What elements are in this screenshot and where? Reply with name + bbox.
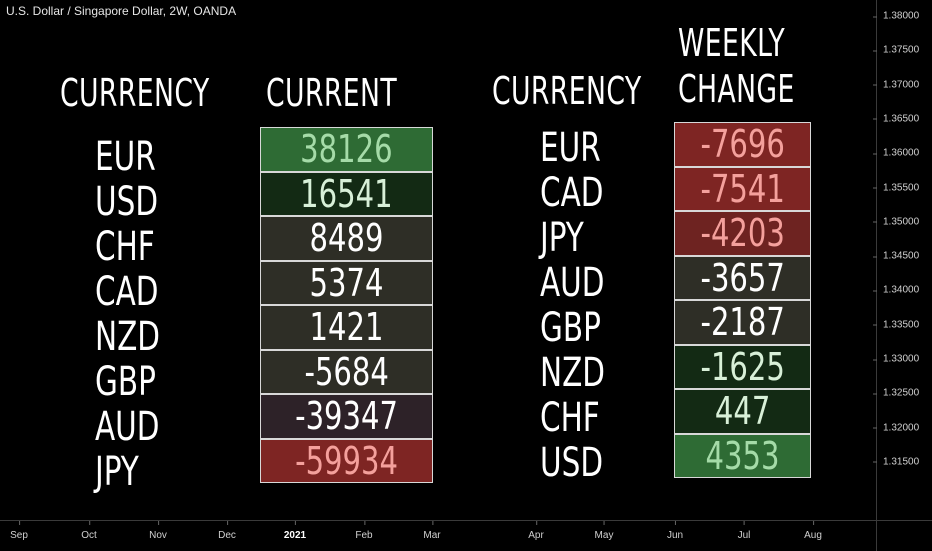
current-code-cad: CAD: [95, 269, 159, 315]
price-tick-label: 1.35500: [872, 182, 920, 193]
time-tick-label: Sep: [10, 521, 28, 541]
current-value-column: 38126 16541 8489 5374 1421 -5684 -39347 -59934: [260, 127, 433, 483]
weekly-cell-chf: 447: [674, 389, 811, 434]
current-cell-eur: 38126: [260, 127, 433, 172]
time-axis[interactable]: Sep Oct Nov Dec 2021 Feb Mar Apr May Jun Jul Aug: [0, 520, 876, 551]
weekly-cell-jpy: -4203: [674, 211, 811, 256]
weekly-value-jpy: -4203: [700, 211, 785, 256]
weekly-cell-aud: -3657: [674, 255, 811, 300]
current-cell-nzd: 1421: [260, 305, 433, 350]
weekly-value-eur: -7696: [700, 122, 785, 167]
current-value-chf: 8489: [309, 216, 384, 261]
price-tick-label: 1.31500: [872, 456, 920, 468]
time-tick-label: Jul: [737, 521, 751, 541]
current-code-nzd: NZD: [95, 314, 161, 360]
weekly-cell-eur: -7696: [674, 122, 811, 167]
right-currency-heading: CURRENCY: [492, 69, 642, 113]
weekly-value-nzd: -1625: [700, 344, 785, 389]
price-tick-label: 1.34500: [872, 250, 920, 262]
price-tick-label: 1.37500: [872, 44, 920, 56]
time-tick-label: Jun: [666, 521, 684, 541]
current-currency-list: EUR USD CHF CAD NZD GBP AUD JPY: [95, 135, 174, 495]
weekly-value-column: -7696 -7541 -4203 -3657 -2187 -1625 447 4353: [674, 122, 811, 478]
time-tick-label: Nov: [149, 521, 167, 541]
current-code-gbp: GBP: [95, 359, 156, 405]
weekly-heading: WEEKLY: [678, 21, 786, 65]
price-tick-label: 1.33000: [872, 353, 920, 365]
current-cell-usd: 16541: [260, 171, 433, 216]
weekly-currency-list: EUR CAD JPY AUD GBP NZD CHF USD: [540, 126, 619, 486]
weekly-code-usd: USD: [540, 440, 604, 486]
current-value-eur: 38126: [300, 127, 393, 172]
time-tick-label: Apr: [528, 521, 544, 541]
weekly-value-gbp: -2187: [700, 300, 785, 345]
current-cell-gbp: -5684: [260, 349, 433, 394]
current-heading: CURRENT: [266, 71, 398, 115]
weekly-cell-gbp: -2187: [674, 300, 811, 345]
current-code-aud: AUD: [95, 404, 160, 450]
price-tick-label: 1.32000: [872, 422, 920, 434]
weekly-code-jpy: JPY: [540, 215, 584, 261]
time-tick-label: Oct: [81, 521, 97, 541]
weekly-code-nzd: NZD: [540, 350, 606, 396]
weekly-code-chf: CHF: [540, 395, 600, 441]
current-cell-chf: 8489: [260, 216, 433, 261]
current-code-jpy: JPY: [95, 449, 139, 495]
time-tick-label: Dec: [218, 521, 236, 541]
weekly-code-gbp: GBP: [540, 305, 601, 351]
weekly-code-eur: EUR: [540, 125, 601, 171]
price-tick-label: 1.36500: [872, 113, 920, 125]
left-currency-heading: CURRENCY: [60, 71, 210, 115]
weekly-code-cad: CAD: [540, 170, 604, 216]
price-tick-label: 1.35000: [872, 216, 920, 228]
price-axis[interactable]: 1.38000 1.37500 1.37000 1.36500 1.36000 1.355…: [872, 0, 932, 520]
weekly-code-aud: AUD: [540, 260, 605, 306]
current-code-chf: CHF: [95, 224, 155, 270]
time-tick-label: 2021: [283, 521, 307, 541]
time-tick-label: Aug: [804, 521, 822, 541]
price-tick-label: 1.33500: [872, 319, 920, 331]
current-value-aud: -39347: [295, 394, 398, 439]
price-tick-label: 1.37000: [872, 79, 920, 91]
price-tick-label: 1.38000: [872, 10, 920, 22]
current-code-eur: EUR: [95, 134, 156, 180]
current-cell-cad: 5374: [260, 260, 433, 305]
current-code-usd: USD: [95, 179, 159, 225]
weekly-cell-nzd: -1625: [674, 344, 811, 389]
current-value-gbp: -5684: [304, 349, 389, 394]
time-tick-label: Mar: [423, 521, 441, 541]
weekly-value-cad: -7541: [700, 166, 785, 211]
current-value-usd: 16541: [300, 171, 393, 216]
weekly-cell-usd: 4353: [674, 433, 811, 478]
time-tick-label: May: [594, 521, 614, 541]
chart-title: U.S. Dollar / Singapore Dollar, 2W, OAND…: [6, 4, 237, 18]
current-cell-aud: -39347: [260, 394, 433, 439]
price-tick-label: 1.34000: [872, 284, 920, 296]
weekly-value-aud: -3657: [700, 255, 785, 300]
current-value-cad: 5374: [309, 260, 384, 305]
axis-corner: [876, 520, 932, 551]
weekly-value-usd: 4353: [705, 433, 780, 478]
current-cell-jpy: -59934: [260, 438, 433, 483]
time-tick-label: Feb: [355, 521, 373, 541]
change-heading: CHANGE: [678, 67, 795, 111]
current-value-nzd: 1421: [309, 305, 384, 350]
weekly-cell-cad: -7541: [674, 166, 811, 211]
price-tick-label: 1.36000: [872, 147, 920, 159]
price-tick-label: 1.32500: [872, 387, 920, 399]
current-value-jpy: -59934: [295, 438, 398, 483]
weekly-value-chf: 447: [714, 389, 771, 434]
